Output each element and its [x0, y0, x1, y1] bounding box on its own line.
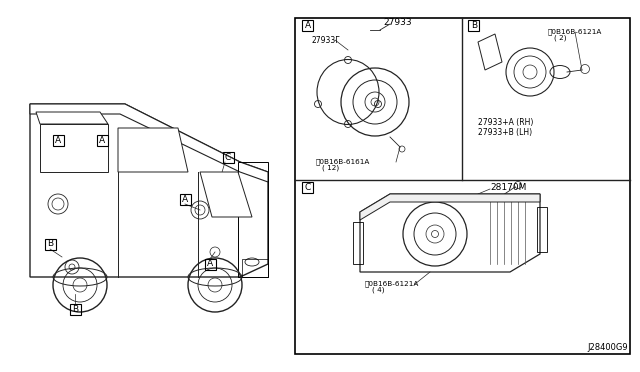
Text: 27933: 27933	[384, 17, 412, 26]
Text: C: C	[225, 153, 231, 161]
Bar	[242, 259, 268, 277]
Text: J28400G9: J28400G9	[588, 343, 628, 352]
Bar	[223, 151, 234, 163]
Bar	[52, 135, 63, 145]
Text: Ⓢ0B16B-6121A: Ⓢ0B16B-6121A	[548, 29, 602, 35]
Text: Ⓢ0B16B-6121A: Ⓢ0B16B-6121A	[365, 281, 419, 287]
Bar	[353, 222, 363, 264]
Text: C: C	[305, 183, 311, 192]
Text: A: A	[55, 135, 61, 144]
Text: B: B	[471, 20, 477, 29]
Text: B: B	[72, 305, 78, 314]
Text: 28170M: 28170M	[490, 183, 526, 192]
Text: A: A	[99, 135, 105, 144]
Text: 27933Г: 27933Г	[312, 35, 341, 45]
Polygon shape	[360, 194, 540, 272]
Polygon shape	[360, 194, 540, 220]
Polygon shape	[200, 172, 252, 217]
Bar	[295, 18, 630, 354]
Polygon shape	[118, 128, 188, 172]
Text: A: A	[182, 195, 188, 203]
Text: A: A	[305, 20, 311, 29]
Polygon shape	[40, 124, 108, 172]
Bar	[537, 207, 547, 252]
Text: ( 4): ( 4)	[372, 287, 385, 293]
Bar	[303, 19, 314, 31]
Text: 27933+B (LH): 27933+B (LH)	[478, 128, 532, 137]
Bar	[45, 238, 56, 250]
Bar	[238, 162, 268, 277]
Text: B: B	[47, 240, 53, 248]
Bar	[468, 19, 479, 31]
Bar	[205, 259, 216, 269]
Text: 27933+A (RH): 27933+A (RH)	[478, 118, 533, 126]
Bar	[70, 304, 81, 314]
Text: ( 12): ( 12)	[322, 165, 339, 171]
Polygon shape	[30, 104, 268, 182]
Bar	[179, 193, 191, 205]
Text: ( 2): ( 2)	[554, 35, 566, 41]
Polygon shape	[478, 34, 502, 70]
Bar	[303, 182, 314, 192]
Polygon shape	[36, 112, 108, 124]
Text: A: A	[207, 260, 213, 269]
Text: Ⓢ0B16B-6161A: Ⓢ0B16B-6161A	[316, 159, 371, 165]
Polygon shape	[30, 104, 268, 277]
Bar	[97, 135, 108, 145]
